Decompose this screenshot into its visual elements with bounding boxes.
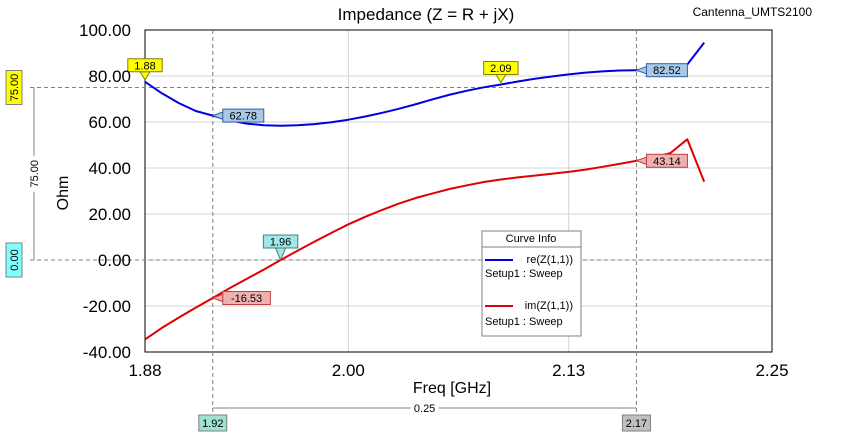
- marker-box[interactable]: [222, 108, 265, 123]
- y-tick-label: 80.00: [88, 67, 131, 86]
- marker-label: 43.14: [653, 156, 681, 168]
- y-axis-label: Ohm: [55, 176, 72, 211]
- x-delta-label: 0.25: [414, 403, 435, 415]
- x-reference-flag: [621, 414, 651, 432]
- legend-entry-re: re(Z(1,1)): [527, 254, 573, 266]
- series-line-im[interactable]: [144, 138, 706, 341]
- y-reference-flag: [5, 70, 23, 105]
- legend-setup-im: Setup1 : Sweep: [485, 316, 563, 328]
- marker-label: 1.88: [134, 60, 155, 72]
- project-name: Cantenna_UMTS2100: [693, 5, 813, 19]
- y-delta-label: 75.00: [29, 160, 41, 188]
- x-tick-label: 1.88: [128, 361, 161, 380]
- y-tick-label: 60.00: [88, 113, 131, 132]
- marker-box[interactable]: [222, 291, 271, 306]
- x-tick-label: 2.25: [755, 361, 788, 380]
- legend-box: [481, 230, 582, 337]
- x-reference-flag: [198, 414, 228, 432]
- y-reference-flag: [5, 242, 23, 278]
- marker-label: 1.96: [270, 237, 291, 249]
- legend-setup-re: Setup1 : Sweep: [485, 268, 563, 280]
- y-reference-value: 0.00: [9, 249, 21, 270]
- marker-box[interactable]: [645, 153, 688, 168]
- plot-frame: [144, 29, 773, 353]
- x-axis-label: Freq [GHz]: [413, 380, 491, 397]
- x-reference-value: 1.92: [202, 418, 223, 430]
- x-delta-bg: [410, 401, 439, 414]
- y-tick-label: 40.00: [88, 159, 131, 178]
- markers: 1.88 62.78 2.09 82.52 1.96 -16.53 43.14: [127, 58, 688, 306]
- marker-label: 82.52: [653, 65, 681, 77]
- y-reference-value: 75.00: [9, 74, 21, 102]
- chart-title: Impedance (Z = R + jX): [338, 5, 515, 24]
- x-tick-labels: 1.88 2.00 2.13 2.25: [128, 361, 788, 380]
- marker-box[interactable]: [483, 61, 519, 76]
- legend-entry-im: im(Z(1,1)): [525, 300, 573, 312]
- marker-box[interactable]: [262, 234, 299, 249]
- marker-label: 62.78: [230, 111, 258, 123]
- y-tick-label: -40.00: [83, 343, 131, 362]
- x-tick-label: 2.13: [552, 361, 585, 380]
- x-reference-value: 2.17: [626, 418, 647, 430]
- marker-label: 2.09: [490, 63, 511, 75]
- y-delta-bg: [27, 155, 41, 192]
- y-tick-label: -20.00: [83, 297, 131, 316]
- marker-label: -16.53: [231, 293, 262, 305]
- y-tick-label: 0.00: [98, 251, 131, 270]
- marker-box[interactable]: [127, 58, 163, 73]
- curve-info-legend[interactable]: Curve Info re(Z(1,1)) Setup1 : Sweep im(…: [481, 230, 582, 337]
- y-tick-label: 20.00: [88, 205, 131, 224]
- x-tick-label: 2.00: [332, 361, 365, 380]
- legend-title: Curve Info: [506, 233, 557, 245]
- reference-lines: 75.00 0.00 75.00 1.92 2.17 0.25: [5, 30, 772, 432]
- y-tick-labels: 100.00 80.00 60.00 40.00 20.00 0.00 -20.00 -40.…: [79, 21, 131, 362]
- marker-box[interactable]: [645, 63, 688, 78]
- y-tick-label: 100.00: [79, 21, 131, 40]
